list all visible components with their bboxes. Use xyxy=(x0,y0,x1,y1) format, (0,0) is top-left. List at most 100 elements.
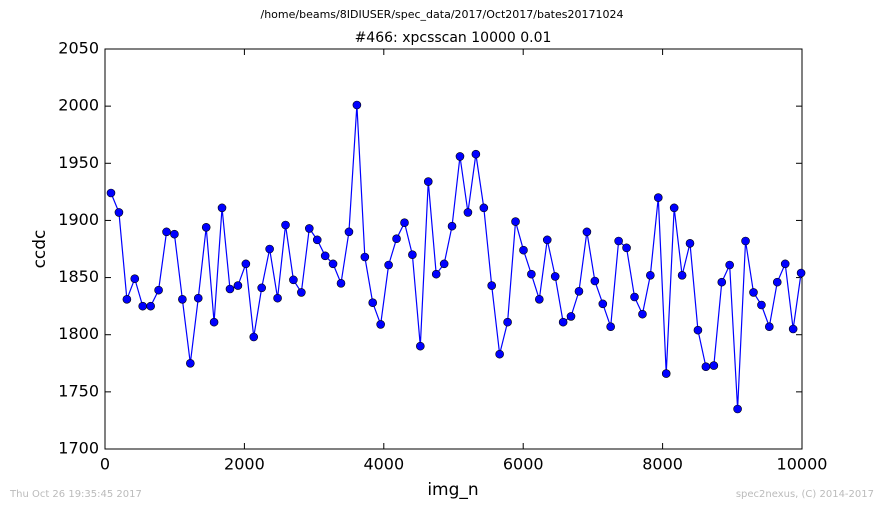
data-point xyxy=(653,193,663,202)
data-point xyxy=(685,238,695,248)
data-point xyxy=(249,332,259,342)
x-tick-label: 8000 xyxy=(642,455,683,474)
data-point xyxy=(788,324,798,334)
data-point xyxy=(598,299,608,309)
data-point xyxy=(439,259,449,269)
data-point xyxy=(217,203,227,213)
data-point xyxy=(741,236,750,246)
data-point xyxy=(233,281,243,290)
timestamp: Thu Oct 26 19:35:45 2017 xyxy=(9,489,142,500)
data-point xyxy=(423,177,433,186)
data-point xyxy=(701,362,711,372)
data-point xyxy=(550,272,560,281)
data-point xyxy=(590,276,600,286)
data-point xyxy=(122,294,132,304)
data-point xyxy=(384,260,393,270)
data-point xyxy=(193,293,203,303)
y-axis-label: ccdc xyxy=(30,230,50,269)
data-point xyxy=(265,244,274,254)
credit: spec2nexus, (C) 2014-2017 xyxy=(736,489,874,500)
data-point xyxy=(328,259,338,269)
data-point xyxy=(289,275,298,285)
data-point xyxy=(503,317,512,327)
data-point xyxy=(376,320,385,329)
y-tick-label: 1700 xyxy=(58,439,99,458)
y-tick-label: 2050 xyxy=(58,39,99,58)
data-point xyxy=(709,361,719,370)
data-point xyxy=(431,269,441,279)
data-point xyxy=(400,218,409,228)
data-point xyxy=(677,270,687,280)
data-point xyxy=(186,358,195,368)
data-point xyxy=(725,260,734,270)
data-point xyxy=(312,235,322,245)
x-tick-label: 0 xyxy=(100,455,110,474)
data-point xyxy=(542,235,552,245)
data-point xyxy=(281,220,290,230)
data-point xyxy=(566,312,576,321)
data-point xyxy=(392,234,401,244)
x-tick-label: 2000 xyxy=(224,455,265,474)
data-point xyxy=(606,322,615,332)
data-point xyxy=(661,369,671,378)
data-point xyxy=(304,224,314,233)
data-point xyxy=(297,288,306,297)
data-point xyxy=(273,293,282,303)
data-point xyxy=(669,203,679,213)
data-point xyxy=(630,292,639,302)
data-point xyxy=(352,100,362,110)
x-tick-label: 4000 xyxy=(363,455,404,474)
y-tick-label: 1950 xyxy=(58,153,99,172)
y-tick-label: 2000 xyxy=(58,96,99,115)
data-point xyxy=(582,227,592,237)
data-point xyxy=(733,404,742,414)
x-tick-label: 10000 xyxy=(777,455,828,474)
data-point xyxy=(614,236,623,246)
y-tick-label: 1800 xyxy=(58,324,99,343)
data-point xyxy=(757,300,766,310)
data-point xyxy=(558,317,568,327)
data-point xyxy=(106,188,116,198)
data-point xyxy=(749,288,758,297)
data-point xyxy=(646,270,655,280)
data-point xyxy=(138,301,148,311)
data-point xyxy=(455,152,465,161)
data-point xyxy=(114,208,124,217)
plot-frame xyxy=(104,48,803,450)
data-point xyxy=(320,251,330,261)
data-point xyxy=(772,277,782,287)
data-line xyxy=(110,104,802,410)
data-point xyxy=(527,269,536,279)
data-point xyxy=(471,149,481,159)
data-point xyxy=(463,208,473,217)
data-point xyxy=(622,243,631,253)
data-point xyxy=(360,252,370,262)
data-point xyxy=(178,294,187,304)
data-point xyxy=(479,203,489,213)
data-point xyxy=(209,317,219,327)
data-point xyxy=(416,341,425,351)
data-point xyxy=(780,259,790,269)
data-point xyxy=(447,221,457,231)
data-point xyxy=(241,259,251,269)
data-point xyxy=(519,245,528,255)
data-point xyxy=(495,349,504,359)
data-point xyxy=(487,281,496,290)
data-point xyxy=(693,325,703,335)
data-point xyxy=(344,227,354,237)
data-point xyxy=(717,277,727,287)
data-point xyxy=(201,222,211,232)
data-point xyxy=(535,294,544,304)
data-point xyxy=(170,229,179,239)
y-tick-label: 1900 xyxy=(58,210,99,229)
data-point xyxy=(336,278,346,288)
chart-title: #466: xpcsscan 10000 0.01 xyxy=(355,30,552,46)
x-axis-label: img_n xyxy=(427,480,478,500)
data-point xyxy=(130,274,140,284)
data-point xyxy=(638,309,647,319)
data-point xyxy=(162,227,171,237)
suptitle: /home/beams/8IDIUSER/spec_data/2017/Oct2… xyxy=(261,8,624,21)
data-point xyxy=(368,298,378,308)
data-point xyxy=(257,283,266,293)
